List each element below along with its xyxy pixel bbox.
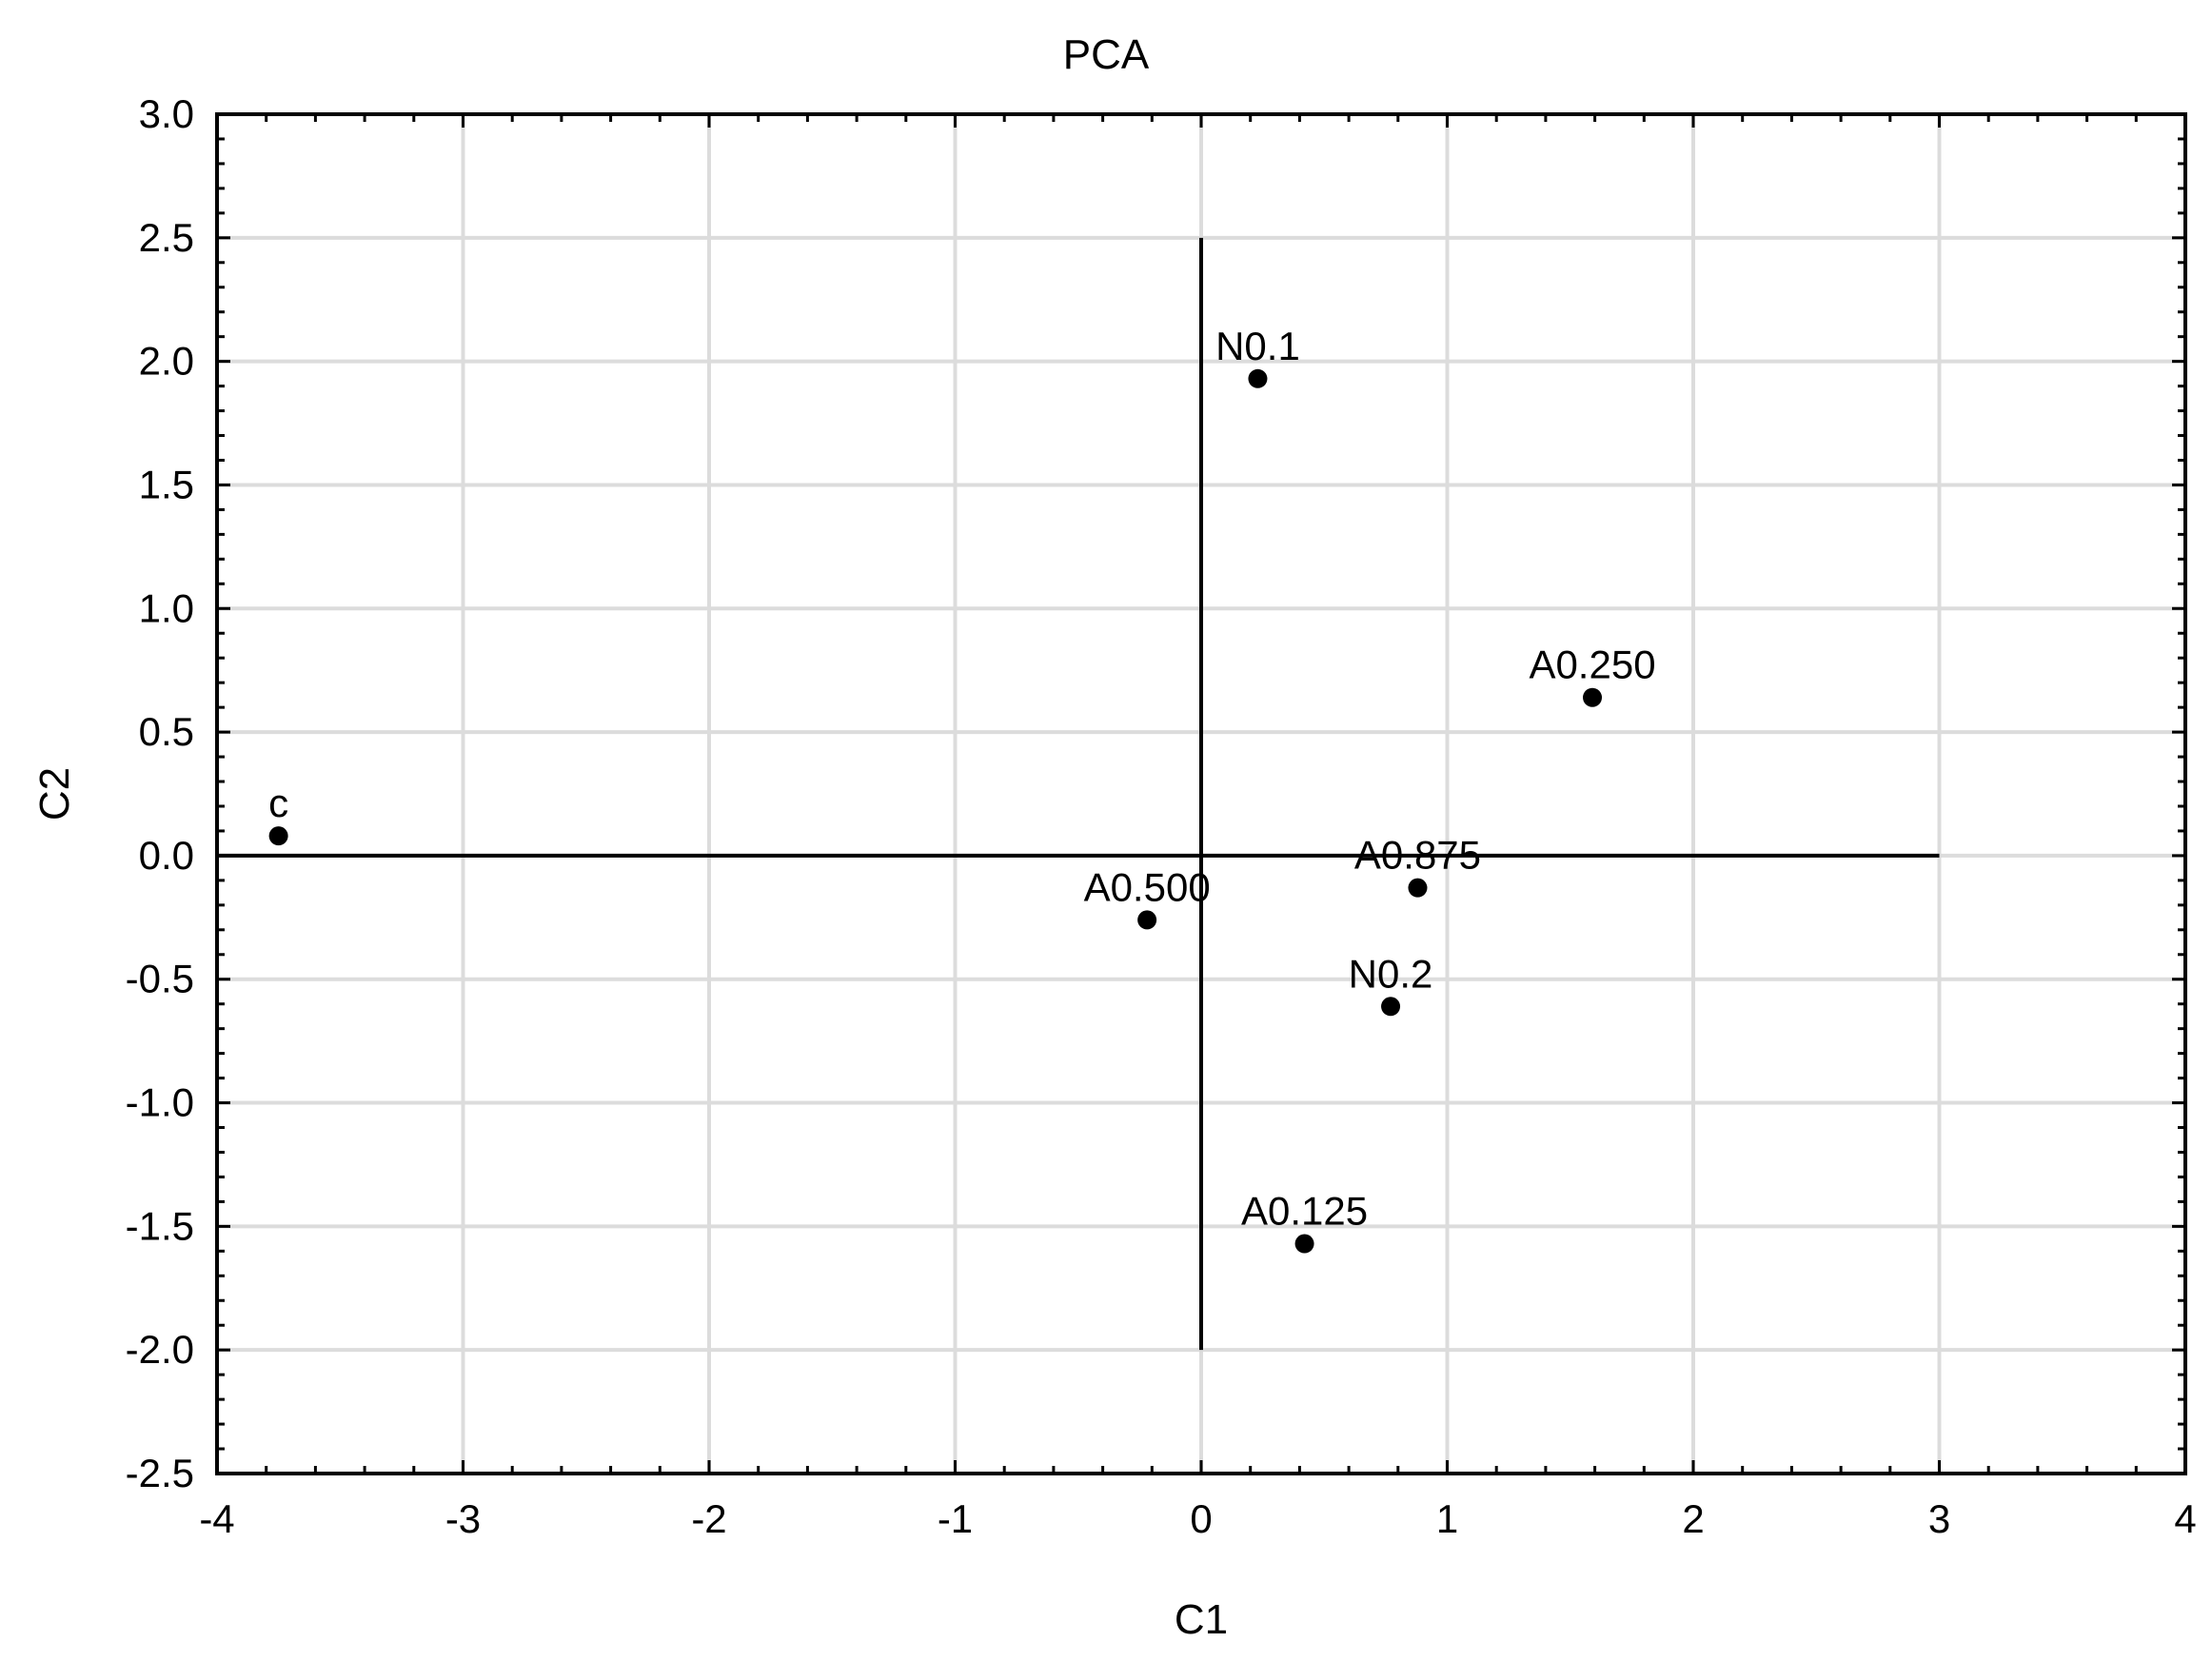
x-tick-label: 3 (1928, 1496, 1950, 1541)
x-tick-label: 4 (2174, 1496, 2196, 1541)
data-point (1408, 878, 1428, 898)
y-tick-label: -1.5 (126, 1203, 194, 1248)
y-tick-label: -2.5 (126, 1451, 194, 1495)
data-point (1381, 997, 1401, 1017)
data-point (1248, 368, 1268, 388)
y-axis-label: C2 (31, 767, 78, 821)
x-tick-label: -3 (445, 1496, 481, 1541)
data-point-label: A0.125 (1241, 1189, 1368, 1234)
y-tick-label: 0.0 (139, 833, 194, 878)
y-tick-label: 1.0 (139, 585, 194, 630)
data-points: c N0.1 A0.250 A0.875 A0.500 N0.2 A0.125 (268, 324, 1656, 1254)
data-point (1294, 1234, 1314, 1254)
data-point-label: N0.1 (1215, 324, 1300, 368)
x-tick-label: 0 (1190, 1496, 1212, 1541)
y-tick-label: 3.0 (139, 91, 194, 136)
y-tick-label: -1.0 (126, 1080, 194, 1125)
reference-lines (217, 237, 1940, 1351)
data-point-label: A0.875 (1354, 833, 1481, 878)
data-point-label: N0.2 (1349, 951, 1433, 996)
y-tick-label: 2.0 (139, 339, 194, 384)
x-tick-label: 1 (1436, 1496, 1458, 1541)
x-axis-label: C1 (1175, 1596, 1228, 1643)
chart-title: PCA (1063, 31, 1150, 78)
y-tick-label: 2.5 (139, 215, 194, 260)
data-point-label: A0.500 (1084, 864, 1211, 909)
axis-ticks: -4 -3 -2 -1 0 1 2 3 4 3.0 2.5 2.0 1.5 1.0 0.5 0.0 -0.5 -1… (126, 91, 2197, 1541)
y-tick-label: 1.5 (139, 462, 194, 506)
y-tick-label: -2.0 (126, 1327, 194, 1372)
data-point (1137, 910, 1157, 930)
data-point (268, 826, 288, 846)
y-tick-label: -0.5 (126, 957, 194, 1001)
data-point-label: c (268, 781, 288, 825)
x-tick-label: -1 (938, 1496, 973, 1541)
y-tick-label: 0.5 (139, 709, 194, 754)
data-point-label: A0.250 (1529, 643, 1655, 687)
data-point (1583, 687, 1603, 707)
x-tick-label: -4 (199, 1496, 234, 1541)
x-tick-label: -2 (691, 1496, 726, 1541)
x-tick-label: 2 (1682, 1496, 1704, 1541)
